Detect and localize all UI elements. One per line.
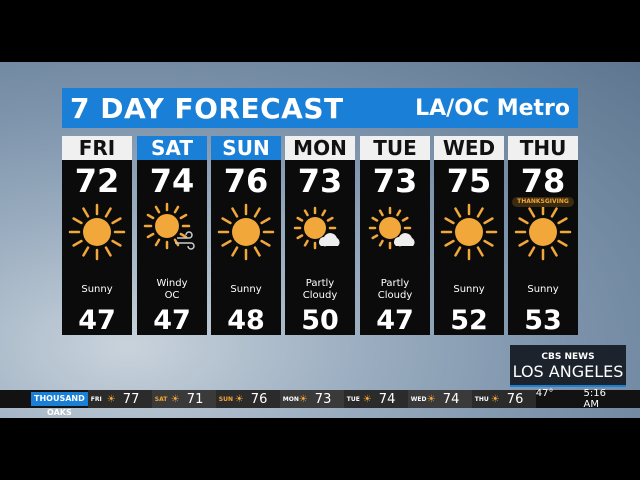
ticker-temp: 74 [378, 391, 396, 407]
sun-icon [211, 200, 281, 270]
low-temp: 50 [301, 305, 339, 336]
sun-icon: ☀ [170, 393, 180, 405]
ticker-day-label: SUN [218, 395, 234, 403]
page-title: 7 DAY FORECAST [70, 91, 344, 125]
day-label: MON [285, 136, 355, 160]
ticker-temp: 71 [186, 391, 204, 407]
ticker-location: THOUSAND OAKS [31, 392, 88, 417]
ticker-day-fri: FRI ☀ 77 [87, 390, 152, 408]
condition-label: Partly Cloudy [360, 270, 430, 306]
ticker-day-label: FRI [90, 395, 102, 403]
condition-text: Windy OC [156, 278, 188, 301]
ticker-day-label: WED [410, 395, 427, 403]
low-temp: 48 [227, 305, 265, 336]
condition-text: Partly Cloudy [377, 278, 413, 301]
partly-cloudy-icon [360, 200, 430, 270]
day-label: WED [434, 136, 504, 160]
ticker-day-label: TUE [346, 395, 360, 403]
ticker-day-sun: SUN ☀ 76 [215, 390, 280, 408]
forecast-day-thu: THU 78 THANKSGIVING Sunny 53 [508, 136, 578, 336]
low-temp: 47 [376, 305, 414, 336]
high-temp: 73 [297, 162, 343, 200]
ticker-day-label: THU [474, 395, 489, 403]
condition-text: Partly Cloudy [302, 278, 338, 301]
partly-cloudy-icon [285, 200, 355, 270]
day-label: SUN [211, 136, 281, 160]
condition-text: Sunny [453, 284, 485, 295]
city-name: LOS ANGELES [512, 362, 624, 381]
day-label: SAT [137, 136, 207, 160]
day-label: TUE [360, 136, 430, 160]
ticker-temp: 76 [250, 391, 268, 407]
high-temp: 73 [372, 162, 418, 200]
condition-label: Windy OC [137, 270, 207, 306]
ticker-temp: 74 [442, 391, 460, 407]
sun-icon: ☀ [362, 393, 372, 405]
low-temp: 47 [78, 305, 116, 336]
ticker-day-mon: MON ☀ 73 [279, 390, 344, 408]
condition-label: Partly Cloudy [285, 270, 355, 306]
condition-label: Sunny [508, 270, 578, 306]
station-logo: CBS NEWS LOS ANGELES [510, 345, 626, 387]
forecast-header: 7 DAY FORECAST LA/OC Metro [62, 88, 578, 128]
sun-icon: ☀ [234, 393, 244, 405]
ticker-day-sat: SAT ☀ 71 [151, 390, 216, 408]
condition-label: Sunny [211, 270, 281, 306]
ticker-day-label: MON [282, 395, 299, 403]
condition-text: Sunny [527, 284, 559, 295]
condition-text: Sunny [81, 284, 113, 295]
ticker-day-thu: THU ☀ 76 [471, 390, 536, 408]
condition-label: Sunny [62, 270, 132, 306]
sun-icon [434, 200, 504, 270]
forecast-day-tue: TUE 73 Partly Cloudy 47 [360, 136, 430, 336]
forecast-day-sat: SAT 74 Windy OC 47 [137, 136, 207, 336]
low-temp: 47 [153, 305, 191, 336]
ticker-day-tue: TUE ☀ 74 [343, 390, 408, 408]
sun-icon: ☀ [298, 393, 308, 405]
high-temp: 72 [74, 162, 120, 200]
forecast-day-sun: SUN 76 Sunny 48 [211, 136, 281, 336]
current-temp: 47° [535, 388, 554, 399]
day-label: THU [508, 136, 578, 160]
high-temp: 75 [446, 162, 492, 200]
clock: 5:16 AM [583, 388, 606, 410]
forecast-day-fri: FRI 72 Sunny 47 [62, 136, 132, 336]
network-name: CBS NEWS [541, 352, 595, 362]
high-temp: 74 [149, 162, 195, 200]
sun-wind-icon [137, 200, 207, 270]
ticker-temp: 73 [314, 391, 332, 407]
weather-ticker: THOUSAND OAKS FRI ☀ 77 SAT ☀ 71 SUN ☀ 76 MON ☀ 73 TU… [0, 388, 640, 417]
sun-icon [62, 200, 132, 270]
sun-icon: ☀ [426, 393, 436, 405]
forecast-day-wed: WED 75 Sunny 52 [434, 136, 504, 336]
high-temp: 78 [520, 162, 566, 200]
sun-icon: ☀ [490, 393, 500, 405]
ticker-day-label: SAT [154, 395, 168, 403]
high-temp: 76 [223, 162, 269, 200]
forecast-day-mon: MON 73 Partly Cloudy 50 [285, 136, 355, 336]
day-label: FRI [62, 136, 132, 160]
condition-text: Sunny [230, 284, 262, 295]
sun-icon: THANKSGIVING [508, 197, 578, 270]
condition-label: Sunny [434, 270, 504, 306]
holiday-badge: THANKSGIVING [512, 197, 574, 207]
ticker-temp: 76 [506, 391, 524, 407]
ticker-temp: 77 [122, 391, 140, 407]
region-label: LA/OC Metro [415, 95, 570, 121]
sun-icon: ☀ [106, 393, 116, 405]
low-temp: 52 [450, 305, 488, 336]
ticker-day-wed: WED ☀ 74 [407, 390, 472, 408]
low-temp: 53 [524, 305, 562, 336]
